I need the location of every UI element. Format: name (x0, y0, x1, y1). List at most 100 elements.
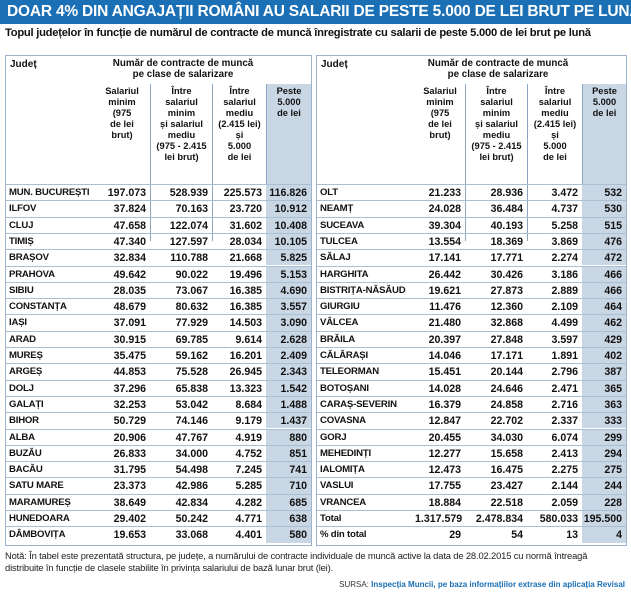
county-name: CLUJ (9, 219, 34, 231)
table-row: GIURGIU 11.476 12.360 2.109 464 (317, 298, 626, 315)
table-row: BIHOR 50.729 74.146 9.179 1.437 (6, 412, 311, 429)
min-to-avg-count: 54.498 (175, 464, 208, 477)
min-to-avg-count: 27.848 (490, 333, 523, 346)
min-to-avg-count: 65.838 (175, 382, 208, 395)
min-to-avg-count: 27.873 (490, 284, 523, 297)
min-salary-count: 39.304 (428, 219, 461, 232)
table-row: SIBIU 28.035 73.067 16.385 4.690 (6, 281, 311, 299)
table-row: DÂMBOVIȚA 19.653 33.068 4.401 580 (6, 526, 311, 543)
table-row: IAȘI 37.091 77.929 14.503 3.090 (6, 314, 311, 331)
avg-to-5000-count: 4.771 (235, 513, 262, 525)
county-name: CONSTANȚA (9, 301, 67, 313)
avg-to-5000-count: 16.201 (229, 350, 262, 362)
min-salary-count: 32.253 (113, 398, 146, 411)
county-name: TELEORMAN (320, 366, 379, 378)
county-column-header: Județ (10, 59, 37, 70)
min-to-avg-count: 528.939 (169, 187, 208, 199)
min-to-avg-count: 74.146 (175, 415, 208, 428)
over-5000-count: 2.343 (266, 364, 311, 380)
min-to-avg-count: 17.171 (490, 350, 523, 362)
min-to-avg-count: 24.858 (490, 398, 523, 411)
avg-to-5000-count: 4.752 (235, 447, 262, 460)
min-salary-count: 37.091 (113, 317, 146, 330)
min-to-avg-count: 22.702 (490, 415, 523, 428)
source-label: SURSA: (339, 580, 369, 589)
table-row: SĂLAJ 17.141 17.771 2.274 472 (317, 249, 626, 266)
min-to-avg-count: 23.427 (490, 480, 523, 493)
over-5000-count: 228 (582, 494, 626, 510)
county-name: SUCEAVA (320, 219, 365, 231)
avg-to-5000-count: 4.282 (235, 496, 262, 509)
min-to-avg-count: 70.163 (175, 203, 208, 216)
table-row: CONSTANȚA 48.679 80.632 16.385 3.557 (6, 298, 311, 315)
avg-to-5000-count: 9.179 (235, 415, 262, 428)
county-name: BOTOȘANI (320, 382, 369, 394)
page-title: DOAR 4% DIN ANGAJAȚII ROMÂNI AU SALARII … (0, 0, 631, 24)
min-to-avg-count: 32.868 (490, 317, 523, 330)
table-row: VASLUI 17.755 23.427 2.144 244 (317, 477, 626, 494)
county-name: PRAHOVA (9, 268, 55, 280)
table-row: IALOMIȚA 12.473 16.475 2.275 275 (317, 461, 626, 478)
table-row: TIMIȘ 47.340 127.597 28.034 10.105 (6, 232, 311, 250)
avg-to-5000-count: 2.889 (551, 284, 578, 297)
over-5000-count: 462 (582, 315, 626, 331)
min-salary-count: 26.442 (428, 268, 461, 281)
avg-to-5000-count: 8.684 (235, 398, 262, 411)
table-row: CARAȘ-SEVERIN 16.379 24.858 2.716 363 (317, 395, 626, 413)
min-to-avg-count: 75.528 (175, 366, 208, 379)
avg-to-5000-count: 16.385 (229, 284, 262, 297)
avg-to-5000-count: 2.144 (551, 480, 578, 493)
right-table: Județ Număr de contracte de muncă pe cla… (316, 55, 627, 546)
over-5000-count: 10.105 (266, 233, 311, 250)
table-row: ILFOV 37.824 70.163 23.720 10.912 (6, 200, 311, 217)
county-column-header: Județ (321, 59, 348, 70)
avg-to-5000-count: 2.716 (551, 398, 578, 411)
avg-to-5000-count: 4.401 (235, 529, 262, 542)
min-salary-count: 21.480 (428, 317, 461, 330)
county-name: TULCEA (320, 235, 358, 247)
min-salary-count: 11.476 (429, 301, 461, 314)
over-5000-count: 402 (582, 348, 626, 364)
table-row: ALBA 20.906 47.767 4.919 880 (6, 428, 311, 445)
county-name: GIURGIU (320, 301, 360, 313)
min-salary-count: 20.455 (428, 431, 461, 444)
avg-to-5000-count-header: Între salariul mediu (2.415 lei) și 5.00… (527, 84, 582, 241)
min-to-avg-count: 15.658 (490, 447, 523, 460)
avg-to-5000-count: 14.503 (229, 317, 262, 330)
avg-to-5000-count: 16.385 (229, 301, 262, 314)
table-row: MUN. BUCUREȘTI 197.073 528.939 225.573 116.8… (6, 184, 311, 201)
over-5000-count: 476 (582, 233, 626, 250)
min-salary-count: 48.679 (113, 301, 146, 314)
min-salary-count: 26.833 (113, 447, 146, 460)
county-name: VASLUI (320, 480, 354, 492)
avg-to-5000-count: 13.323 (229, 382, 262, 395)
avg-to-5000-count-header: Între salariul mediu (2.415 lei) și 5.00… (212, 84, 266, 241)
avg-to-5000-count: 2.059 (551, 496, 578, 509)
min-salary-count: 16.379 (428, 398, 461, 411)
min-to-avg-count: 40.193 (490, 219, 523, 232)
min-salary-count: 1.317.579 (415, 513, 463, 525)
min-to-avg-count: 122.074 (169, 219, 208, 232)
min-to-avg-count: 42.834 (175, 496, 208, 509)
table-row: Total 1.317.579 2.478.834 580.033 195.500 (317, 510, 626, 527)
table-row: SUCEAVA 39.304 40.193 5.258 515 (317, 216, 626, 233)
min-to-avg-count: 54 (511, 529, 523, 542)
avg-to-5000-count: 4.499 (551, 317, 578, 330)
table-row: PRAHOVA 49.642 90.022 19.496 5.153 (6, 265, 311, 282)
avg-to-5000-count: 28.034 (229, 235, 262, 248)
county-name: ARAD (9, 333, 36, 345)
county-name: COVASNA (320, 415, 366, 427)
over-5000-count: 365 (582, 380, 626, 396)
avg-to-5000-count: 2.274 (551, 252, 578, 265)
min-salary-count: 38.649 (113, 496, 146, 509)
min-salary-count: 15.451 (428, 366, 461, 379)
over-5000-count: 3.557 (266, 299, 311, 315)
avg-to-5000-count: 3.472 (551, 187, 578, 199)
table-row: HARGHITA 26.442 30.426 3.186 466 (317, 265, 626, 282)
county-name: ARGEȘ (9, 366, 43, 378)
county-name: IALOMIȚA (320, 464, 365, 476)
min-salary-count: 28.035 (113, 284, 146, 297)
table-row: VRANCEA 18.884 22.518 2.059 228 (317, 493, 626, 510)
min-salary-count: 32.834 (113, 252, 146, 265)
over-5000-count: 429 (582, 331, 626, 347)
